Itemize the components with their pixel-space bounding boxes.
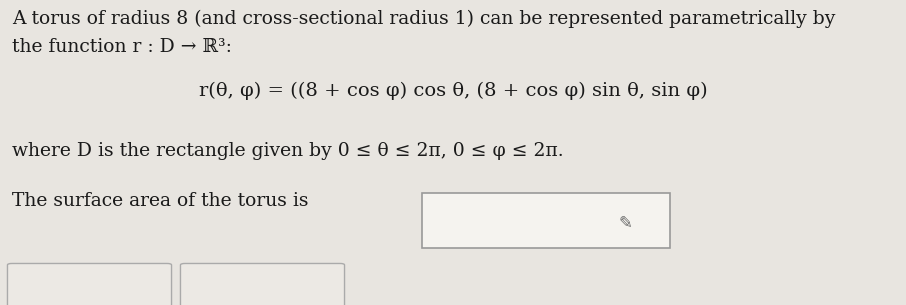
Text: r(θ, φ) = ((8 + cos φ) cos θ, (8 + cos φ) sin θ, sin φ): r(θ, φ) = ((8 + cos φ) cos θ, (8 + cos φ…	[198, 82, 708, 100]
Text: where D is the rectangle given by 0 ≤ θ ≤ 2π, 0 ≤ φ ≤ 2π.: where D is the rectangle given by 0 ≤ θ …	[12, 142, 564, 160]
FancyBboxPatch shape	[422, 193, 670, 248]
Text: The surface area of the torus is: The surface area of the torus is	[12, 192, 309, 210]
Text: A torus of radius 8 (and cross-sectional radius 1) can be represented parametric: A torus of radius 8 (and cross-sectional…	[12, 10, 835, 28]
FancyBboxPatch shape	[7, 264, 171, 305]
FancyBboxPatch shape	[180, 264, 344, 305]
Text: the function r : D → ℝ³:: the function r : D → ℝ³:	[12, 38, 232, 56]
Text: ✎: ✎	[619, 214, 632, 232]
